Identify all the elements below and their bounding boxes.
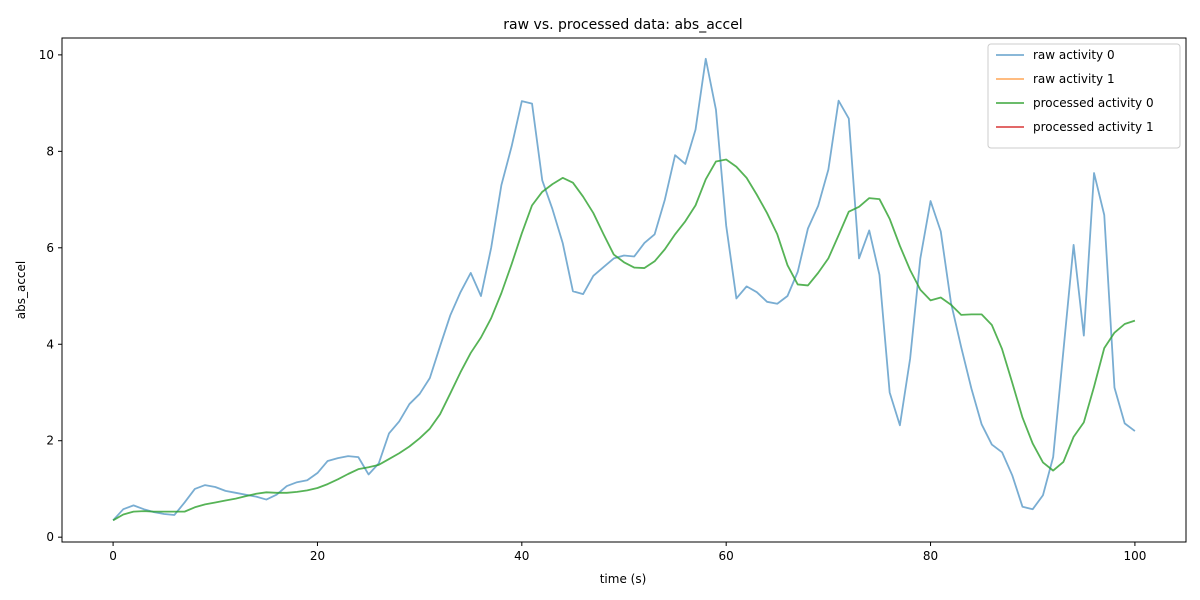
x-tick-label-0: 0 [109, 549, 117, 563]
y-tick-label-0: 0 [46, 530, 54, 544]
y-axis-label: abs_accel [14, 261, 28, 320]
x-tick-label-5: 100 [1123, 549, 1146, 563]
x-axis-label: time (s) [600, 572, 647, 586]
x-tick-label-4: 80 [923, 549, 938, 563]
legend-label-1: raw activity 1 [1033, 72, 1115, 86]
legend: raw activity 0 raw activity 1 processed ac… [987, 43, 1181, 149]
y-tick-label-4: 8 [46, 144, 54, 158]
y-tick-label-5: 10 [39, 48, 54, 62]
legend-label-2: processed activity 0 [1033, 96, 1154, 110]
series-line-2 [112, 158, 1136, 522]
legend-label-3: processed activity 1 [1033, 120, 1154, 134]
plot-frame [61, 37, 1187, 543]
x-tick-label-3: 60 [719, 549, 734, 563]
y-tick-label-3: 6 [46, 241, 54, 255]
series-line-0 [112, 57, 1136, 521]
legend-box [987, 43, 1181, 149]
x-tick-label-1: 20 [310, 549, 325, 563]
y-tick-label-2: 4 [46, 337, 54, 351]
axes-layer: 0 20 40 60 80 100 0 2 4 6 8 10 [39, 37, 1187, 563]
chart-title: raw vs. processed data: abs_accel [503, 17, 742, 33]
series-layer [112, 57, 1136, 522]
legend-label-0: raw activity 0 [1033, 48, 1115, 62]
y-tick-label-1: 2 [46, 434, 54, 448]
x-tick-label-2: 40 [514, 549, 529, 563]
